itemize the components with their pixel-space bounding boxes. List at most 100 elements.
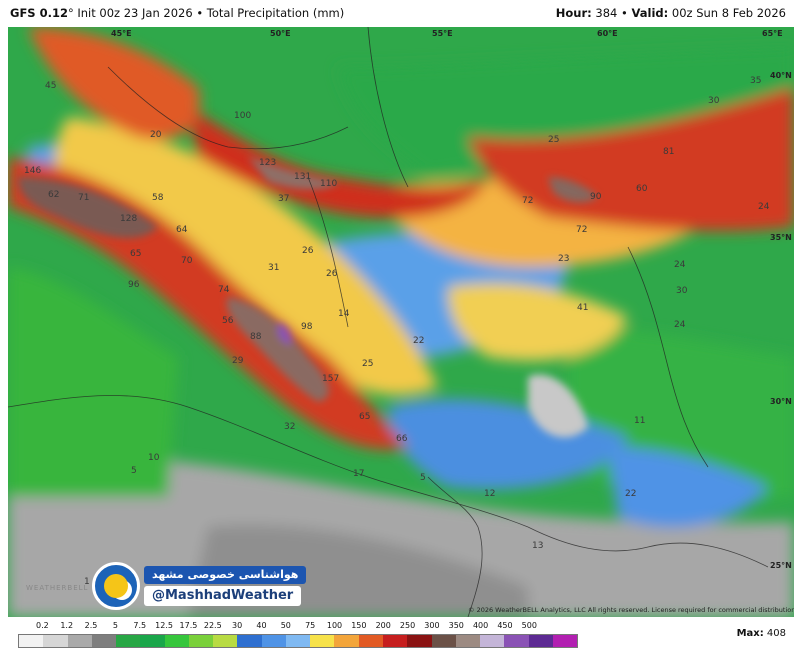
borders bbox=[8, 27, 769, 617]
separator: • bbox=[621, 6, 628, 20]
legend-swatch bbox=[116, 635, 141, 647]
map-value: 22 bbox=[413, 336, 424, 346]
legend-label: 0.2 bbox=[35, 621, 49, 630]
valid-label: Valid: bbox=[631, 6, 669, 20]
legend-swatch bbox=[19, 635, 44, 647]
legend-bar bbox=[18, 634, 578, 648]
copyright-notice: © 2026 WeatherBELL Analytics, LLC All ri… bbox=[468, 606, 794, 614]
map-value: 123 bbox=[259, 158, 276, 168]
map-value: 12 bbox=[484, 489, 495, 499]
map-value: 24 bbox=[674, 320, 686, 330]
map-value: 32 bbox=[284, 422, 295, 432]
watermark-handle: @MashhadWeather bbox=[144, 586, 302, 606]
init-time: Init 00z 23 Jan 2026 bbox=[77, 6, 193, 20]
legend-label: 12.5 bbox=[155, 621, 173, 630]
map-value: 5 bbox=[131, 466, 137, 476]
map-value: 11 bbox=[634, 416, 645, 426]
map-value: 58 bbox=[152, 193, 164, 203]
map-value: 24 bbox=[758, 202, 770, 212]
valid-value: 00z Sun 8 Feb 2026 bbox=[671, 6, 786, 20]
legend-swatch bbox=[43, 635, 68, 647]
model-deg: ° bbox=[67, 6, 74, 20]
legend-swatch bbox=[67, 635, 92, 647]
map-value: 31 bbox=[268, 263, 279, 273]
legend-label: 400 bbox=[472, 621, 489, 630]
map-value: 25 bbox=[362, 359, 373, 369]
legend-label: 50 bbox=[280, 621, 291, 630]
header-left: GFS 0.12° Init 00z 23 Jan 2026 • Total P… bbox=[10, 6, 344, 20]
legend-label: 7.5 bbox=[133, 621, 147, 630]
legend-label: 5 bbox=[112, 621, 118, 630]
separator: • bbox=[196, 6, 204, 20]
legend-swatch bbox=[237, 635, 262, 647]
map-value: 96 bbox=[128, 280, 140, 290]
map-value: 1 bbox=[84, 577, 90, 587]
legend-label: 1.2 bbox=[60, 621, 74, 630]
map-value: 100 bbox=[234, 111, 251, 121]
hour-label: Hour: bbox=[555, 6, 592, 20]
map-value: 72 bbox=[522, 196, 533, 206]
legend-swatch bbox=[188, 635, 214, 647]
legend-swatch bbox=[140, 635, 165, 647]
legend-swatch bbox=[407, 635, 432, 647]
max-value: 408 bbox=[766, 628, 786, 639]
map-value: 146 bbox=[24, 166, 41, 176]
map-value: 66 bbox=[396, 434, 408, 444]
coord-45e: 45°E bbox=[111, 29, 132, 38]
legend-label: 2.5 bbox=[84, 621, 98, 630]
coord-65e: 65°E bbox=[762, 29, 783, 38]
legend-swatch bbox=[504, 635, 529, 647]
color-legend: 0.2 1.2 2.5 5 7.5 12.5 17.5 22.5 30 40 50 75 100 150 2… bbox=[18, 621, 578, 651]
map-value: 56 bbox=[222, 316, 234, 326]
coord-55e: 55°E bbox=[432, 29, 453, 38]
legend-labels: 0.2 1.2 2.5 5 7.5 12.5 17.5 22.5 30 40 50 75 100 150 2… bbox=[18, 621, 578, 631]
legend-label: 75 bbox=[305, 621, 316, 630]
legend-label: 100 bbox=[326, 621, 343, 630]
map-value: 65 bbox=[130, 249, 141, 259]
legend-swatch bbox=[552, 635, 578, 647]
map-value: 20 bbox=[150, 130, 162, 140]
legend-label: 500 bbox=[521, 621, 537, 630]
map-value: 70 bbox=[181, 256, 193, 266]
map-value: 37 bbox=[278, 194, 289, 204]
map-value: 26 bbox=[326, 269, 338, 279]
legend-label: 250 bbox=[399, 621, 416, 630]
map-value: 35 bbox=[750, 76, 761, 86]
coord-35n: 35°N bbox=[770, 233, 792, 242]
map-value: 74 bbox=[218, 285, 230, 295]
legend-swatch bbox=[310, 635, 335, 647]
legend-label: 17.5 bbox=[179, 621, 198, 630]
hour-value: 384 bbox=[595, 6, 618, 20]
map-value: 62 bbox=[48, 190, 59, 200]
legend-swatch bbox=[358, 635, 383, 647]
precipitation-map[interactable]: 45°E 50°E 55°E 60°E 65°E 40°N 35°N 30°N … bbox=[8, 27, 794, 617]
legend-label: 40 bbox=[256, 621, 267, 630]
map-value: 10 bbox=[148, 453, 160, 463]
map-value: 81 bbox=[663, 147, 674, 157]
map-value: 13 bbox=[532, 541, 543, 551]
model-name: GFS 0.12 bbox=[10, 6, 68, 20]
map-value: 128 bbox=[120, 214, 137, 224]
legend-swatch bbox=[334, 635, 359, 647]
map-value: 157 bbox=[322, 374, 339, 384]
header-right: Hour: 384 • Valid: 00z Sun 8 Feb 2026 bbox=[556, 6, 786, 20]
map-value: 14 bbox=[338, 309, 350, 319]
map-value: 24 bbox=[674, 260, 686, 270]
legend-label: 150 bbox=[351, 621, 367, 630]
map-header: GFS 0.12° Init 00z 23 Jan 2026 • Total P… bbox=[0, 0, 800, 26]
legend-swatch bbox=[455, 635, 481, 647]
legend-label: 200 bbox=[375, 621, 391, 630]
map-canvas: 45°E 50°E 55°E 60°E 65°E 40°N 35°N 30°N … bbox=[8, 27, 794, 617]
legend-swatch bbox=[382, 635, 408, 647]
map-value: 29 bbox=[232, 356, 244, 366]
map-value: 26 bbox=[302, 246, 314, 256]
map-value: 5 bbox=[420, 473, 426, 483]
map-value: 90 bbox=[590, 192, 602, 202]
watermark-title: هواشناسی خصوصی مشهد bbox=[144, 566, 307, 584]
precip-core bbox=[18, 157, 598, 438]
value-labels: 100 123 131 110 146 128 157 98 88 90 81 … bbox=[24, 76, 770, 587]
map-value: 71 bbox=[78, 193, 89, 203]
brand-watermark: WEATHERBELL bbox=[26, 584, 88, 592]
map-value: 22 bbox=[625, 489, 636, 499]
sun-cloud-icon bbox=[92, 562, 140, 610]
